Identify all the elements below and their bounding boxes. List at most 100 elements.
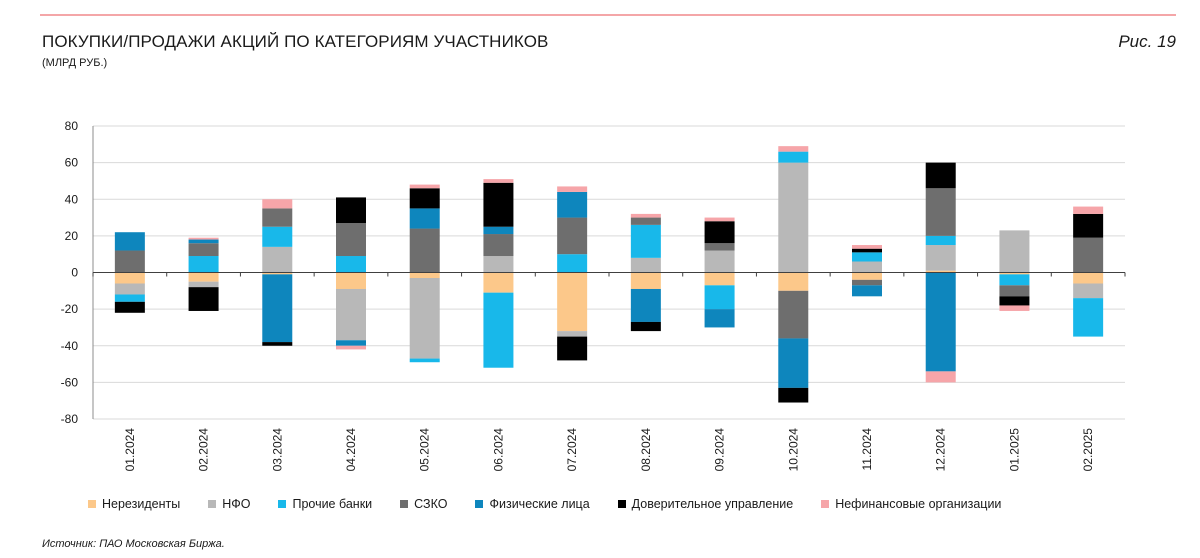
bar-segment	[1073, 272, 1104, 284]
bar-segment	[188, 272, 219, 282]
source-note: Источник: ПАО Московская Биржа.	[42, 538, 225, 550]
figure-label: Рис. 19	[1118, 32, 1176, 51]
y-tick-label: -20	[61, 302, 79, 316]
x-tick-label: 02.2025	[1081, 428, 1095, 472]
bar-segment	[188, 239, 219, 244]
y-tick-label: -60	[61, 375, 79, 389]
bar-segment	[925, 371, 956, 383]
bar-segment	[483, 226, 514, 235]
x-tick-label: 03.2024	[270, 428, 284, 472]
bar-segment	[262, 342, 293, 346]
y-tick-label: -80	[61, 412, 79, 426]
bar-segment	[778, 387, 809, 403]
bar-segment	[630, 257, 661, 273]
legend-item: СЗКО	[400, 497, 447, 511]
legend-swatch	[278, 500, 287, 508]
legend-swatch	[88, 500, 96, 508]
bar-segment	[704, 250, 735, 273]
bar-segment	[999, 296, 1030, 306]
legend-swatch	[821, 500, 830, 508]
bar-segment	[336, 256, 366, 273]
chart-legend: Нерезиденты НФО Прочие банки СЗКО Физические…	[88, 497, 1188, 511]
bar-segment	[999, 272, 1030, 275]
legend-label: Нефинансовые организации	[835, 497, 1002, 511]
bar-segment	[114, 272, 145, 284]
bar-segment	[630, 321, 661, 332]
bar-segment	[852, 245, 882, 249]
bar-segment	[336, 197, 366, 224]
legend-swatch	[208, 500, 217, 508]
bar-segment	[336, 288, 366, 341]
legend-label: Доверительное управление	[631, 497, 794, 511]
bar-segment	[409, 358, 440, 363]
bar-segment	[778, 146, 809, 152]
legend-item: НФО	[208, 497, 250, 511]
legend-item: Нерезиденты	[88, 497, 180, 511]
bar-segment	[336, 340, 366, 346]
bar-segment	[409, 184, 440, 189]
bar-segment	[630, 213, 661, 218]
bar-segment	[336, 272, 366, 289]
chart-title: ПОКУПКИ/ПРОДАЖИ АКЦИЙ ПО КАТЕГОРИЯМ УЧАС…	[42, 32, 549, 51]
legend-item: Прочие банки	[278, 497, 372, 511]
x-tick-label: 01.2025	[1007, 428, 1021, 472]
bar-segment	[557, 331, 588, 337]
x-tick-label: 04.2024	[344, 428, 358, 472]
x-tick-label: 06.2024	[491, 428, 505, 472]
legend-item: Нефинансовые организации	[821, 497, 1001, 511]
bar-segment	[262, 274, 293, 343]
bar-segment	[262, 208, 293, 227]
bar-segment	[483, 292, 514, 368]
bar-segment	[852, 279, 882, 286]
bar-segment	[778, 338, 809, 388]
y-tick-label: 0	[71, 266, 78, 280]
bar-segment	[188, 237, 219, 240]
bar-segment	[999, 274, 1030, 286]
y-tick-label: 80	[65, 119, 79, 133]
bar-segment	[778, 272, 809, 291]
bar-segment	[925, 188, 956, 236]
bar-segment	[852, 285, 882, 297]
bar-segment	[704, 285, 735, 310]
bar-segment	[114, 283, 145, 295]
bar-segment	[114, 301, 145, 313]
x-tick-label: 11.2024	[860, 428, 874, 471]
legend-label: Нерезиденты	[102, 497, 181, 511]
bar-segment	[1073, 206, 1104, 214]
y-tick-label: -40	[61, 339, 79, 353]
legend-item: Физические лица	[475, 497, 590, 511]
bar-segment	[262, 246, 293, 273]
bar-segment	[483, 272, 514, 293]
bar-segment	[409, 277, 440, 359]
bar-segment	[336, 223, 366, 257]
bar-segment	[262, 199, 293, 209]
legend-swatch	[617, 500, 626, 508]
bar-segment	[114, 232, 145, 251]
bar-segment	[483, 182, 514, 227]
x-tick-label: 07.2024	[565, 428, 579, 472]
bar-segment	[1073, 298, 1104, 337]
bar-segment	[778, 290, 809, 339]
legend-swatch	[400, 500, 409, 508]
x-tick-label: 10.2024	[786, 428, 800, 472]
legend-label: НФО	[222, 497, 251, 511]
x-tick-label: 08.2024	[639, 428, 653, 472]
bar-segment	[557, 336, 588, 361]
bar-segment	[409, 272, 440, 278]
x-tick-label: 09.2024	[713, 428, 727, 472]
bar-segment	[483, 179, 514, 183]
bar-segment	[1073, 283, 1104, 299]
x-tick-label: 05.2024	[418, 428, 432, 472]
bar-segment	[262, 226, 293, 247]
y-tick-label: 20	[65, 229, 79, 243]
bar-segment	[999, 305, 1030, 311]
bar-segment	[704, 272, 735, 286]
bar-segment	[704, 243, 735, 251]
bar-segment	[557, 254, 588, 273]
bar-segment	[409, 188, 440, 209]
x-tick-label: 01.2024	[123, 428, 137, 472]
bar-segment	[557, 186, 588, 192]
bar-segment	[852, 272, 882, 280]
bar-segment	[483, 256, 514, 273]
bar-segment	[925, 235, 956, 246]
